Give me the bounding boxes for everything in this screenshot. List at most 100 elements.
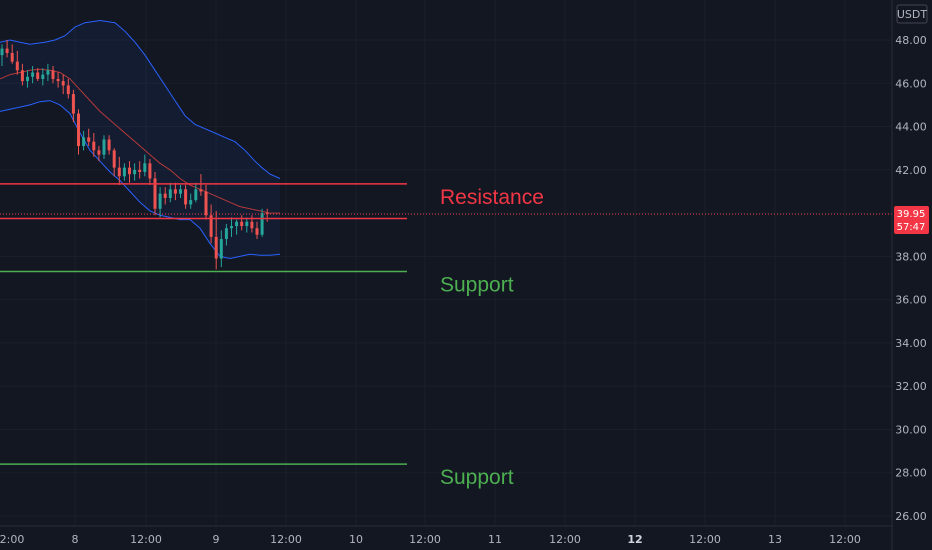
candles (0, 40, 269, 270)
time-tick-label: 12:00 (829, 533, 861, 546)
candle-body (240, 221, 244, 227)
candle-body (71, 94, 75, 114)
time-tick-label: 12:00 (270, 533, 302, 546)
candle (173, 182, 177, 201)
candle-body (250, 221, 254, 229)
candle-body (51, 70, 55, 79)
candle-body (61, 81, 65, 86)
candle (168, 182, 172, 203)
time-tick-label: 2:00 (0, 533, 24, 546)
candle (31, 65, 35, 84)
time-tick-label: 12 (627, 533, 642, 546)
candle (179, 184, 182, 198)
candle-body (235, 221, 239, 227)
price-tick-label: 30.00 (895, 423, 927, 436)
level-label: Resistance (440, 186, 544, 209)
candle (163, 187, 167, 205)
candle-body (153, 178, 157, 209)
candle-body (36, 72, 40, 79)
currency-label: USDT (897, 8, 928, 21)
price-tick-label: 34.00 (895, 337, 927, 350)
candle (153, 171, 157, 216)
candle-body (46, 70, 50, 75)
candle-body (265, 213, 269, 215)
price-tick-label: 44.00 (895, 121, 927, 134)
candle (158, 187, 162, 218)
candle-body (122, 167, 126, 177)
candle (10, 44, 14, 64)
candle (204, 184, 208, 220)
candle-body (87, 137, 91, 142)
candle-body (10, 52, 14, 62)
candle-body (143, 163, 147, 172)
last-price-tag: 39.95 57:47 (894, 206, 929, 234)
candle-body (168, 189, 172, 198)
candle (122, 163, 126, 181)
candle (265, 208, 269, 222)
candle (82, 130, 86, 151)
level-label: Support (440, 466, 514, 489)
candle (209, 204, 213, 244)
candle (112, 148, 116, 177)
time-tick-label: 12:00 (130, 533, 162, 546)
candle-body (0, 48, 4, 56)
candle (224, 223, 228, 246)
candle-body (148, 163, 152, 179)
candle-body (163, 193, 167, 198)
candle-body (173, 189, 177, 194)
candle-body (92, 141, 96, 151)
candle-body (219, 239, 223, 259)
candle (219, 230, 223, 268)
candle-body (102, 139, 106, 155)
candle-body (15, 61, 19, 71)
candle-body (245, 221, 249, 227)
currency-badge[interactable]: USDT (896, 4, 928, 24)
candle (51, 65, 55, 84)
candle-body (230, 226, 233, 229)
candle-body (199, 189, 203, 192)
candle-body (194, 189, 198, 201)
candle (71, 89, 75, 123)
candle (66, 78, 70, 99)
time-tick-label: 8 (72, 533, 79, 546)
candle (214, 210, 218, 270)
time-axis-ticks[interactable]: 2:00 8 12:00 9 12:00 10 12:00 11 12:00 12 12:00 13 1… (0, 533, 861, 546)
price-tick-label: 36.00 (895, 294, 927, 307)
candle-body (184, 189, 188, 205)
last-price-countdown: 57:47 (897, 222, 926, 233)
candle (5, 40, 9, 58)
candle (20, 63, 24, 86)
candle-body (224, 228, 228, 240)
candle-body (260, 213, 264, 235)
candle (143, 154, 147, 177)
candle (194, 182, 198, 203)
candle (128, 161, 131, 183)
candle-body (41, 74, 45, 79)
time-tick-label: 13 (768, 533, 782, 546)
candle-body (255, 228, 259, 235)
candle-body (189, 200, 193, 205)
candle-body (158, 193, 162, 209)
candle-body (138, 169, 142, 172)
candle-body (5, 48, 9, 53)
candle (189, 193, 193, 209)
candle (0, 44, 4, 66)
candle (87, 128, 91, 147)
candle-body (107, 139, 111, 151)
candle-body (214, 236, 218, 259)
candle (148, 159, 152, 185)
bollinger-lower-band (0, 100, 281, 260)
candle-body (66, 85, 70, 95)
candle-body (117, 167, 121, 177)
time-tick-label: 9 (213, 533, 220, 546)
levels: Resistance Support Support (0, 183, 544, 489)
candle (97, 146, 101, 162)
last-price-tag-box (894, 206, 929, 234)
candle-body (20, 70, 24, 82)
candle-body (112, 150, 116, 168)
price-tick-label: 28.00 (895, 467, 927, 480)
candle-body (179, 189, 182, 194)
candle-body (97, 150, 101, 155)
